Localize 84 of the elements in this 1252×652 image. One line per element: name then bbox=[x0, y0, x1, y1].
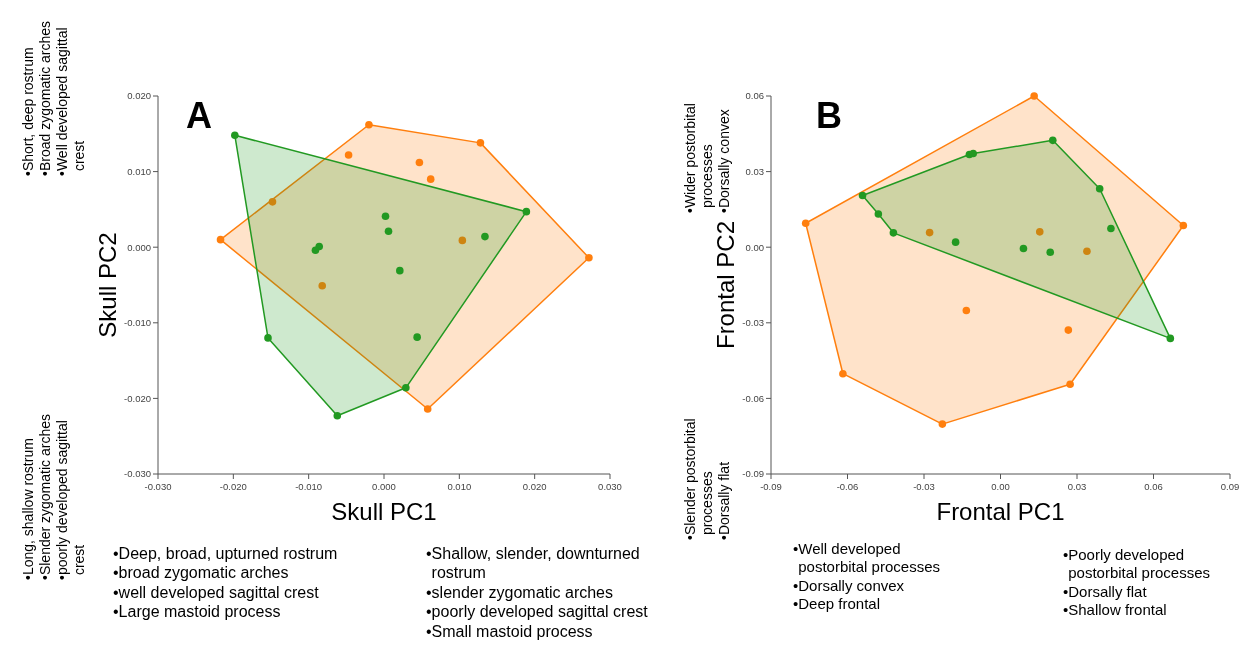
point bbox=[1035, 228, 1044, 236]
point bbox=[268, 198, 277, 206]
y-axis-title: Skull PC2 bbox=[94, 232, 121, 338]
point bbox=[1048, 136, 1057, 145]
point bbox=[231, 131, 239, 140]
x-tick-label: -0.09 bbox=[760, 481, 782, 492]
point bbox=[925, 228, 934, 237]
point bbox=[839, 369, 847, 378]
x-tick-label: 0.030 bbox=[598, 481, 622, 492]
point bbox=[458, 236, 467, 245]
point bbox=[951, 238, 960, 246]
x-tick-label: 0.03 bbox=[1067, 481, 1087, 492]
point bbox=[396, 266, 404, 275]
point bbox=[333, 411, 342, 420]
y-tick-label: -0.06 bbox=[742, 392, 764, 404]
point bbox=[423, 405, 432, 413]
point bbox=[1046, 248, 1055, 257]
point bbox=[1019, 244, 1028, 253]
point bbox=[522, 207, 531, 216]
point bbox=[344, 151, 353, 159]
point bbox=[874, 210, 883, 218]
y-tick-label: -0.09 bbox=[742, 468, 764, 480]
y-tick-label: 0.020 bbox=[127, 90, 151, 102]
point bbox=[476, 139, 485, 147]
point bbox=[969, 149, 978, 158]
y-tick-label: 0.06 bbox=[745, 90, 764, 102]
text: •Slender postorbital processes •Dorsally flat bbox=[682, 418, 733, 540]
y-tick-label: -0.030 bbox=[124, 468, 151, 480]
point bbox=[311, 246, 320, 255]
point bbox=[889, 229, 898, 237]
y-tick-label: -0.010 bbox=[124, 317, 151, 329]
point bbox=[264, 334, 272, 342]
point bbox=[1064, 326, 1073, 334]
point bbox=[318, 281, 327, 290]
chart-title: A bbox=[186, 95, 212, 136]
point bbox=[426, 175, 435, 183]
x-tick-label: -0.03 bbox=[913, 481, 935, 492]
y-tick-label: 0.010 bbox=[127, 165, 151, 177]
text: •Wider postorbital processes •Dorsally convex bbox=[682, 103, 733, 213]
point bbox=[481, 232, 489, 241]
text: •Poorly developed postorbital processes •Dorsally flat •Shallow frontal bbox=[1063, 546, 1210, 618]
point bbox=[381, 212, 390, 220]
text: •Long, shallow rostrum •Slender zygomatic arches •poorly developed sagittal crest bbox=[20, 414, 88, 580]
point bbox=[938, 420, 947, 428]
x-tick-label: -0.010 bbox=[295, 481, 323, 492]
point bbox=[1030, 92, 1038, 100]
point bbox=[415, 158, 424, 167]
x-axis-title: Frontal PC1 bbox=[936, 498, 1065, 525]
text: •Deep, broad, upturned rostrum •broad zygomatic arches •well developed sagittal crest •Large mastoid process bbox=[113, 544, 338, 621]
x-tick-label: 0.06 bbox=[1144, 481, 1163, 492]
point bbox=[585, 253, 593, 262]
x-axis-title: Skull PC1 bbox=[331, 498, 437, 525]
x-tick-label: 0.00 bbox=[991, 481, 1010, 492]
x-tick-label: 0.020 bbox=[522, 481, 547, 492]
text: •Short, deep rostrum •Broad zygomatic arches •Well developed sagittal crest bbox=[20, 20, 88, 176]
point bbox=[384, 227, 393, 236]
y-tick-label: -0.020 bbox=[124, 392, 151, 404]
point bbox=[402, 384, 410, 392]
x-tick-label: 0.09 bbox=[1220, 481, 1240, 492]
point bbox=[801, 219, 810, 228]
y-tick-label: 0.03 bbox=[745, 165, 764, 177]
text: •Shallow, slender, downturned rostrum •slender zygomatic arches •poorly developed sagittal crest •Small mastoid process bbox=[426, 544, 649, 640]
y-tick-label: 0.000 bbox=[127, 241, 151, 253]
point bbox=[1166, 334, 1175, 343]
point bbox=[858, 191, 867, 200]
point bbox=[1095, 184, 1104, 193]
y-tick-label: -0.03 bbox=[742, 317, 764, 329]
point bbox=[216, 235, 225, 244]
x-tick-label: -0.06 bbox=[836, 481, 859, 492]
x-tick-label: 0.010 bbox=[447, 481, 472, 492]
x-tick-label: 0.000 bbox=[372, 481, 396, 492]
point bbox=[962, 306, 971, 315]
point bbox=[1066, 380, 1074, 389]
text: •Well developed postorbital processes •Dorsally convex •Deep frontal bbox=[793, 540, 940, 612]
point bbox=[413, 333, 421, 341]
y-tick-label: 0.00 bbox=[745, 241, 764, 253]
point bbox=[1107, 224, 1115, 233]
point bbox=[1179, 221, 1188, 230]
chart-title: B bbox=[816, 95, 842, 136]
point bbox=[1083, 247, 1091, 256]
x-tick-label: -0.020 bbox=[219, 481, 247, 492]
y-axis-title: Frontal PC2 bbox=[712, 220, 739, 350]
point bbox=[365, 120, 373, 129]
x-tick-label: -0.030 bbox=[144, 481, 172, 492]
